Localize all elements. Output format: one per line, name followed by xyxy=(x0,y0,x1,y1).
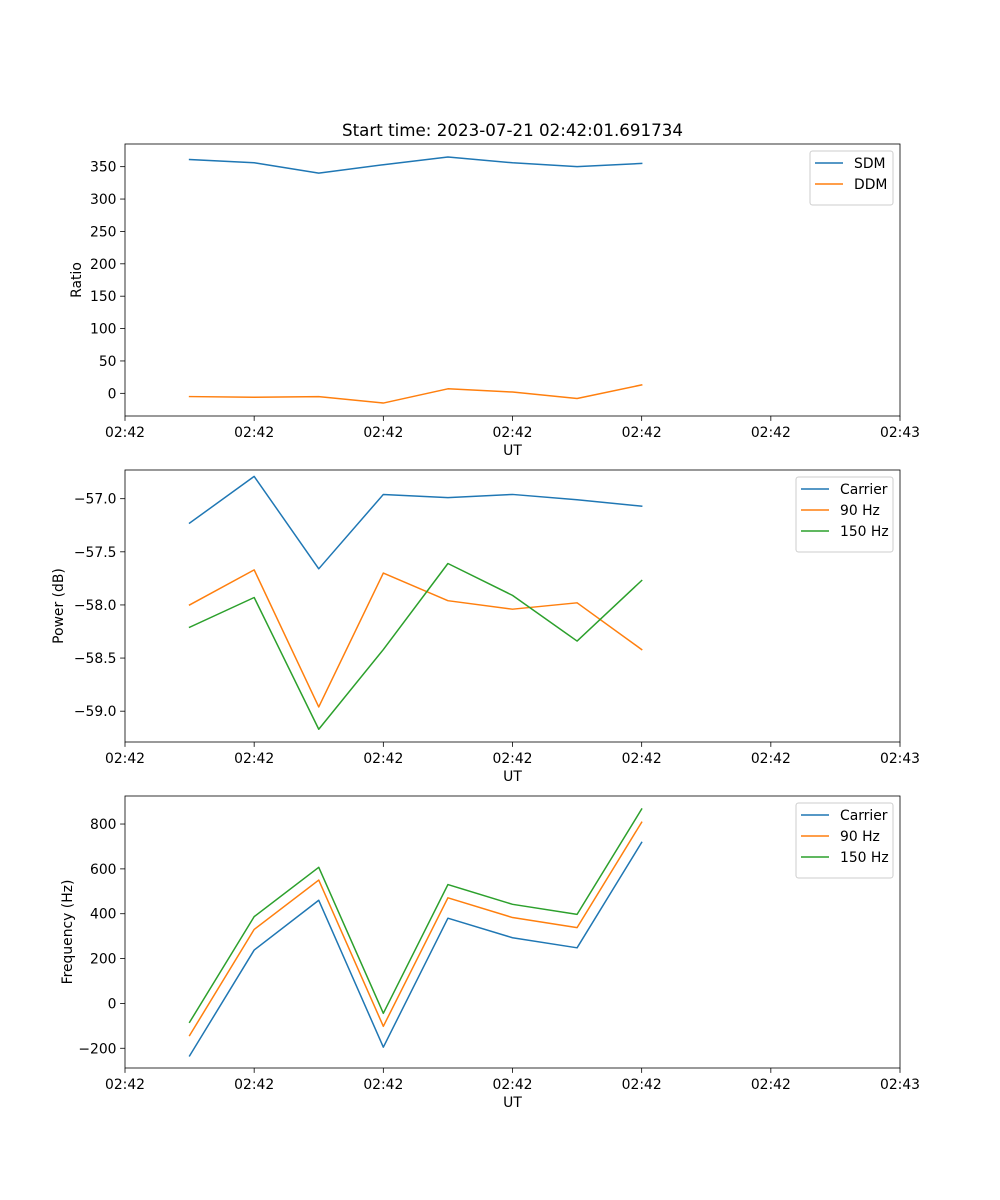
y-axis-label: Power (dB) xyxy=(51,568,67,644)
legend: SDM DDM xyxy=(809,150,894,206)
y-tick-label: 200 xyxy=(90,952,117,968)
x-tick-label: 02:42 xyxy=(105,751,145,767)
y-tick-label: −58.0 xyxy=(74,598,117,614)
x-tick-label: 02:42 xyxy=(751,425,791,441)
x-tick-label: 02:42 xyxy=(105,1077,145,1093)
x-tick-label: 02:42 xyxy=(622,425,662,441)
y-tick-label: 50 xyxy=(99,354,117,370)
y-tick-label: 800 xyxy=(90,817,117,833)
series-line-carrier xyxy=(188,475,643,570)
series-line-ddm xyxy=(188,384,643,404)
series-line-90-hz xyxy=(188,821,643,1037)
x-axis-label: UT xyxy=(503,443,522,459)
x-tick-label: 02:42 xyxy=(234,1077,274,1093)
y-tick-label: 0 xyxy=(108,996,117,1012)
y-tick-label: 400 xyxy=(90,907,117,923)
y-tick-label: −58.5 xyxy=(74,651,117,667)
subplot-1: 02:42 02:42 02:42 02:42 02:42 02:42 02:43 0 50 10… xyxy=(69,143,920,459)
y-tick-label: −59.0 xyxy=(74,704,117,720)
legend-entry-label: 90 Hz xyxy=(840,503,880,519)
x-tick-label: 02:43 xyxy=(880,1077,920,1093)
x-tick-label: 02:42 xyxy=(492,751,532,767)
y-tick-label: −57.0 xyxy=(74,492,117,508)
subplots: 02:42 02:42 02:42 02:42 02:42 02:42 02:43 0 50 10… xyxy=(51,143,920,1111)
legend: Carrier 90 Hz 150 Hz xyxy=(795,476,894,553)
legend-box xyxy=(795,802,894,879)
y-axis-label: Ratio xyxy=(69,262,85,298)
y-tick-label: 0 xyxy=(108,386,117,402)
legend-entry-label: 150 Hz xyxy=(840,850,889,866)
series-line-90-hz xyxy=(188,569,643,708)
legend-box xyxy=(809,150,894,206)
legend-box xyxy=(795,476,894,553)
series-line-carrier xyxy=(188,841,643,1057)
x-axis-label: UT xyxy=(503,1095,522,1111)
x-tick-label: 02:42 xyxy=(363,425,403,441)
subplot-3: 02:42 02:42 02:42 02:42 02:42 02:42 02:43 −200 0… xyxy=(60,795,920,1111)
x-tick-label: 02:42 xyxy=(234,751,274,767)
series-line-sdm xyxy=(188,156,643,174)
x-tick-label: 02:42 xyxy=(622,1077,662,1093)
x-tick-label: 02:42 xyxy=(492,1077,532,1093)
series-line-150-hz xyxy=(188,562,643,730)
legend-entry-label: DDM xyxy=(854,177,887,193)
x-tick-label: 02:42 xyxy=(622,751,662,767)
series-line-150-hz xyxy=(188,807,643,1024)
y-tick-label: 350 xyxy=(90,160,117,176)
x-tick-label: 02:42 xyxy=(363,1077,403,1093)
x-tick-label: 02:42 xyxy=(105,425,145,441)
legend-entry-label: SDM xyxy=(854,156,886,172)
y-tick-label: 250 xyxy=(90,224,117,240)
legend-entry-label: Carrier xyxy=(840,482,888,498)
subplot-2: 02:42 02:42 02:42 02:42 02:42 02:42 02:43 −59.0… xyxy=(51,469,920,785)
y-tick-label: 600 xyxy=(90,862,117,878)
y-axis-label: Frequency (Hz) xyxy=(60,880,76,985)
x-tick-label: 02:42 xyxy=(363,751,403,767)
y-tick-label: −57.5 xyxy=(74,545,117,561)
x-tick-label: 02:42 xyxy=(234,425,274,441)
x-axis-label: UT xyxy=(503,769,522,785)
y-tick-label: −200 xyxy=(78,1041,116,1057)
legend-entry-label: 150 Hz xyxy=(840,524,889,540)
x-tick-label: 02:43 xyxy=(880,751,920,767)
chart-title: Start time: 2023-07-21 02:42:01.691734 xyxy=(342,120,683,140)
y-tick-label: 200 xyxy=(90,257,117,273)
y-tick-label: 150 xyxy=(90,289,117,305)
legend: Carrier 90 Hz 150 Hz xyxy=(795,802,894,879)
x-tick-label: 02:43 xyxy=(880,425,920,441)
x-tick-label: 02:42 xyxy=(751,751,791,767)
y-tick-label: 100 xyxy=(90,322,117,338)
legend-entry-label: 90 Hz xyxy=(840,829,880,845)
x-tick-label: 02:42 xyxy=(751,1077,791,1093)
legend-entry-label: Carrier xyxy=(840,808,888,824)
x-tick-label: 02:42 xyxy=(492,425,532,441)
y-tick-label: 300 xyxy=(90,192,117,208)
